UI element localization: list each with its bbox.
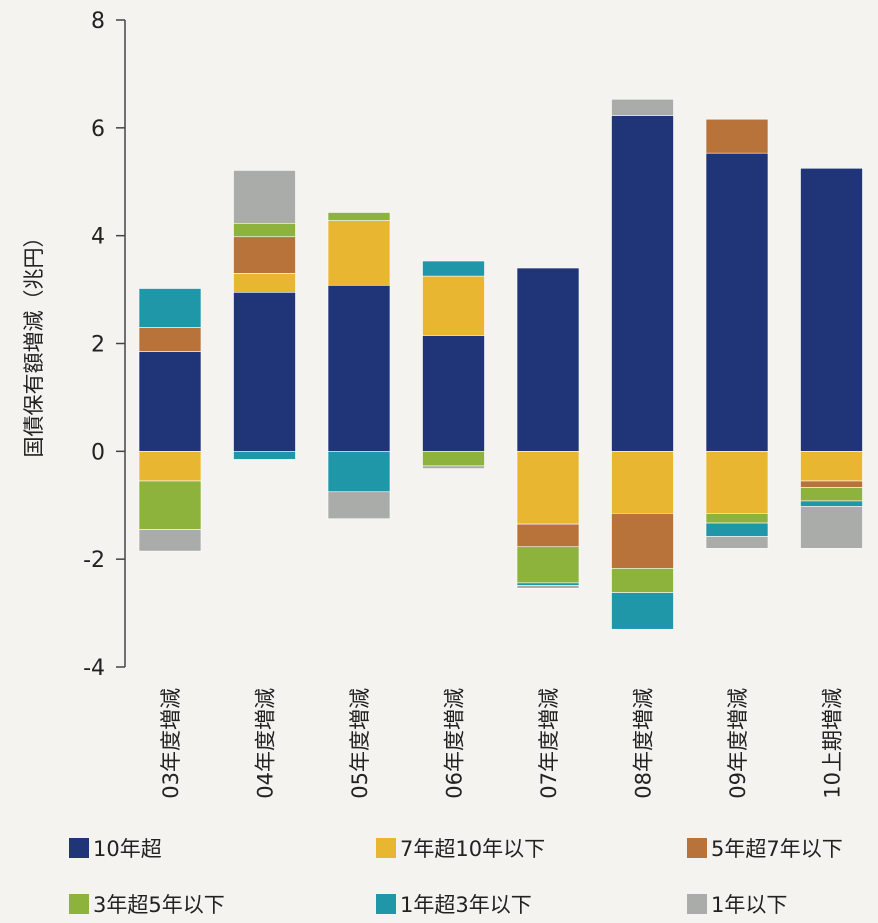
legend-label: 5年超7年以下 (711, 837, 843, 861)
y-tick-label: 0 (91, 440, 105, 465)
bar-segment (233, 222, 296, 238)
category-label: 06年度増減 (443, 688, 467, 799)
legend-label: 1年超3年以下 (400, 893, 532, 917)
bar-segment (422, 260, 485, 277)
bar-segment (705, 118, 769, 154)
legend: 10年超 7年超10年以下 5年超7年以下 3年超5年以下 1年超3年以下 1年以下 (69, 837, 843, 917)
bar-segment (611, 513, 674, 569)
bar-segment (800, 500, 863, 507)
bar-segment (516, 585, 580, 589)
bar-segment (327, 212, 391, 221)
bar-segment (800, 487, 863, 502)
legend-swatch (69, 894, 89, 914)
bar-segment (800, 480, 863, 488)
y-axis-label: 国債保有額増減（兆円） (22, 227, 46, 458)
legend-item: 3年超5年以下 (69, 893, 225, 917)
y-tick-label: 4 (91, 225, 105, 250)
bar-segment (138, 327, 202, 352)
bar-segment (422, 335, 485, 452)
category-label: 05年度増減 (348, 688, 372, 799)
category-label: 10上期増減 (821, 688, 845, 799)
legend-swatch (687, 894, 707, 914)
bar-segment (422, 451, 485, 467)
legend-label: 7年超10年以下 (400, 837, 545, 861)
legend-item: 1年以下 (687, 893, 787, 917)
bar-segment (800, 167, 863, 452)
y-tick-label: -2 (83, 548, 105, 573)
legend-item: 10年超 (69, 837, 162, 861)
legend-swatch (687, 838, 707, 858)
category-label: 04年度増減 (254, 688, 278, 799)
bar-segment (516, 267, 580, 452)
legend-swatch (376, 838, 396, 858)
bar-segment (138, 529, 202, 552)
legend-item: 7年超10年以下 (376, 837, 545, 861)
bar-segment (233, 291, 296, 452)
bar-segment (611, 592, 674, 630)
bar-segment (705, 451, 769, 514)
bars (138, 98, 863, 630)
bar-segment (516, 451, 580, 525)
bar-segment (705, 513, 769, 524)
bar-segment (422, 275, 485, 336)
bar-segment (800, 451, 863, 482)
bar-segment (800, 506, 863, 549)
category-label: 07年度増減 (537, 688, 561, 799)
bar-segment (516, 523, 580, 548)
bar-segment (233, 236, 296, 274)
bar-segment (705, 152, 769, 452)
bar-segment (138, 351, 202, 452)
bar-segment (516, 546, 580, 584)
bar-segment (138, 288, 202, 328)
bar-segment (611, 115, 674, 452)
bar-segment (327, 491, 391, 520)
bar-segment (611, 98, 674, 116)
bar-segment (233, 451, 296, 460)
bar-segment (138, 480, 202, 530)
legend-swatch (69, 838, 89, 858)
bar-segment (327, 220, 391, 286)
legend-swatch (376, 894, 396, 914)
bar-segment (705, 522, 769, 537)
bar-segment (327, 284, 391, 452)
bar-segment (611, 568, 674, 593)
y-tick-label: 2 (91, 333, 105, 358)
bar-segment (611, 451, 674, 514)
category-label: 03年度増減 (159, 688, 183, 799)
legend-item: 5年超7年以下 (687, 837, 843, 861)
bar-segment (327, 451, 391, 493)
bar-segment (138, 451, 202, 482)
bar-segment (705, 536, 769, 549)
bar-segment (516, 582, 580, 586)
legend-label: 10年超 (93, 837, 162, 861)
category-label: 09年度増減 (726, 688, 750, 799)
legend-label: 3年超5年以下 (93, 893, 225, 917)
y-tick-label: -4 (83, 656, 105, 681)
legend-label: 1年以下 (711, 893, 787, 917)
bar-segment (422, 465, 485, 469)
bar-segment (233, 273, 296, 293)
y-axis: 8 6 4 2 0 -2 -4 (83, 9, 126, 681)
category-label: 08年度増減 (632, 688, 656, 799)
y-tick-label: 8 (91, 9, 105, 34)
category-labels: 03年度増減 04年度増減 05年度増減 06年度増減 07年度増減 08年度増減 09年度… (159, 688, 845, 799)
bar-segment (233, 170, 296, 224)
legend-item: 1年超3年以下 (376, 893, 532, 917)
y-tick-label: 6 (91, 117, 105, 142)
